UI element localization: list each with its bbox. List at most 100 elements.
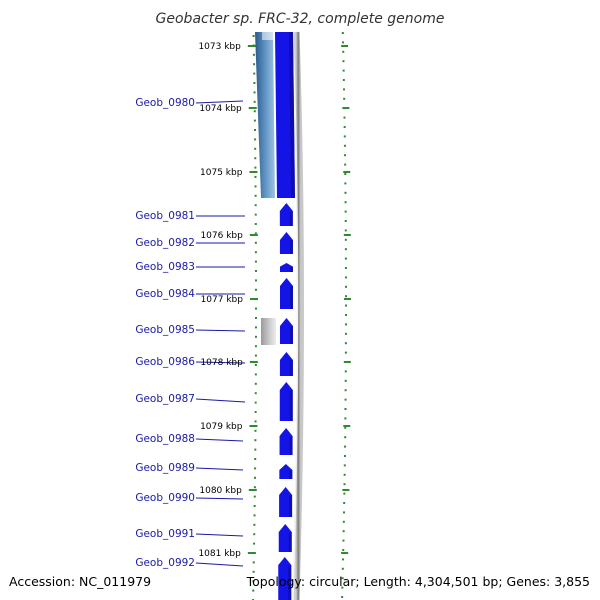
outer-ring-dot <box>344 342 347 345</box>
kbp-label: 1075 kbp <box>200 168 243 178</box>
kbp-label: 1076 kbp <box>200 231 243 241</box>
outer-major-tick <box>343 361 351 363</box>
gene-arrow <box>279 487 293 517</box>
gene-arrow <box>279 428 293 455</box>
inner-ring-dot <box>253 119 256 122</box>
gene-label[interactable]: Geob_0982 <box>135 237 195 249</box>
inner-ring-dot <box>253 505 256 507</box>
gene-label[interactable]: Geob_0990 <box>135 492 195 504</box>
gene-label-line <box>195 329 246 332</box>
gene-arrow-shade <box>288 532 292 552</box>
outer-ring-dot <box>342 69 345 72</box>
outer-ring-dot <box>344 389 347 392</box>
outer-ring-dot <box>343 144 346 147</box>
gene-label-line <box>195 361 246 364</box>
outer-ring-dot <box>344 314 347 316</box>
outer-ring-dot <box>344 323 347 326</box>
inner-tick-ring <box>247 35 258 600</box>
feature-top-highlight <box>262 32 273 40</box>
outer-ring-dot <box>342 79 345 81</box>
inner-ring-dot <box>253 514 256 517</box>
inner-ring-dot <box>253 110 256 113</box>
inner-ring-dot <box>253 129 256 131</box>
outer-ring-dot <box>342 520 345 523</box>
inner-major-tick <box>249 171 258 173</box>
outer-ring-dot <box>342 539 345 542</box>
gene-arrow-shade <box>289 436 293 455</box>
gene-arrow-shade <box>289 266 293 272</box>
gene-label[interactable]: Geob_0984 <box>135 288 195 300</box>
inner-ring-dot <box>253 91 256 94</box>
gene-arrow <box>279 263 293 272</box>
inner-major-tick <box>249 234 258 236</box>
outer-ring-dot <box>343 492 346 495</box>
inner-ring-dot <box>253 100 256 103</box>
gene-arrow <box>279 318 293 344</box>
outer-ring-dot <box>344 276 347 279</box>
kbp-label: 1074 kbp <box>199 104 242 114</box>
gene-label-line <box>195 497 244 500</box>
inner-ring-dot <box>253 476 256 479</box>
outer-ring-dot <box>342 558 345 561</box>
inner-ring-dot <box>254 373 257 376</box>
outer-major-tick <box>341 552 349 554</box>
outer-ring-dot <box>344 182 347 185</box>
inner-ring-dot <box>254 194 257 197</box>
gene-label[interactable]: Geob_0986 <box>135 356 195 368</box>
gene-label[interactable]: Geob_0987 <box>135 393 195 405</box>
backbone-track <box>292 31 304 600</box>
inner-ring-dot <box>254 382 257 385</box>
kbp-label: 1081 kbp <box>198 549 241 559</box>
inner-ring-dot <box>253 72 256 75</box>
outer-ring-dot <box>343 483 346 486</box>
inner-major-tick <box>249 425 258 427</box>
inner-ring-dot <box>253 82 256 84</box>
outer-ring-dot <box>342 41 345 44</box>
backbone-highlight <box>292 31 299 600</box>
outer-ring-dot <box>341 577 344 580</box>
inner-ring-dot <box>254 251 257 254</box>
feature-geob-0985-track <box>261 318 276 345</box>
inner-ring-dot <box>254 241 257 244</box>
inner-ring-dot <box>254 392 257 395</box>
gene-arrow <box>279 232 293 254</box>
inner-ring-dot <box>254 288 257 291</box>
inner-major-tick <box>248 489 257 491</box>
outer-ring-dot <box>342 50 345 53</box>
gene-arrow-shade <box>289 211 293 226</box>
gene-label[interactable]: Geob_0988 <box>135 433 195 445</box>
outer-ring-dot <box>341 32 344 34</box>
gene-label[interactable]: Geob_0992 <box>135 557 195 569</box>
outer-major-tick <box>343 234 351 236</box>
inner-ring-dot <box>254 420 257 423</box>
inner-ring-dot <box>254 223 257 225</box>
gene-label[interactable]: Geob_0985 <box>135 324 195 336</box>
kbp-label: 1073 kbp <box>198 42 241 52</box>
outer-ring-dot <box>343 116 346 119</box>
outer-ring-dot <box>343 511 346 514</box>
outer-ring-dot <box>344 398 347 401</box>
kbp-label: 1079 kbp <box>200 422 243 432</box>
outer-ring-dot <box>344 210 347 213</box>
gene-label[interactable]: Geob_0991 <box>135 528 195 540</box>
outer-ring-dot <box>341 596 344 598</box>
outer-ring-dot <box>344 370 347 373</box>
gene-label[interactable]: Geob_0980 <box>135 97 195 109</box>
gene-arrow-shade <box>289 286 293 309</box>
outer-ring-dot <box>344 295 347 298</box>
gene-label[interactable]: Geob_0981 <box>135 210 195 222</box>
outer-ring-dot <box>344 238 347 241</box>
kbp-label: 1078 kbp <box>200 358 243 368</box>
outer-ring-dot <box>344 417 347 420</box>
gene-label[interactable]: Geob_0989 <box>135 462 195 474</box>
inner-ring-dot <box>254 411 257 413</box>
outer-ring-dot <box>344 267 347 269</box>
outer-ring-dot <box>343 135 346 138</box>
inner-ring-dot <box>252 561 255 564</box>
feature-geob-0980-track <box>255 32 275 198</box>
outer-ring-dot <box>344 332 347 335</box>
outer-ring-dot <box>344 173 347 175</box>
gene-label[interactable]: Geob_0983 <box>135 261 195 273</box>
inner-ring-dot <box>254 364 257 366</box>
